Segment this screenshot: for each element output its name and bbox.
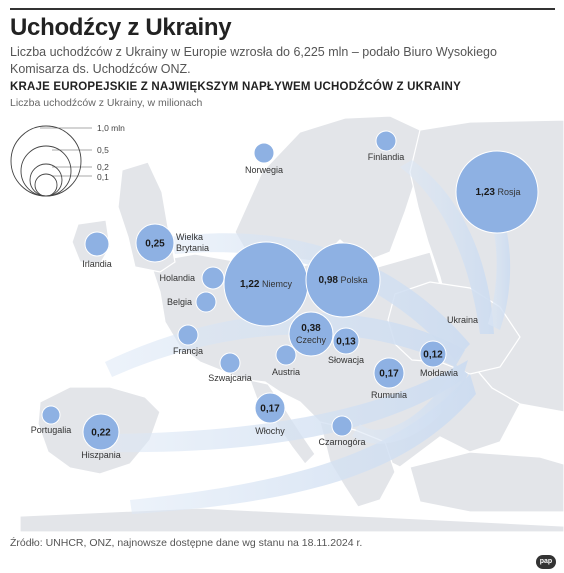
- legend-circle-0-5: [20, 145, 72, 197]
- name-holandia: Holandia: [159, 273, 195, 283]
- country-bubbles: 1,23 Rosja 1,22 Niemcy 0,98 Polska 0,38Czec…: [31, 130, 539, 460]
- value-polska: 0,98: [319, 275, 339, 286]
- name-polska: Polska: [338, 275, 368, 285]
- bubble-slowacja: [332, 327, 360, 355]
- value-niemcy: 1,22: [240, 279, 260, 290]
- value-hiszpania: 0,22: [91, 428, 111, 439]
- value-wlochy: 0,17: [260, 404, 280, 415]
- value-rosja: 1,23: [476, 187, 496, 198]
- name-francja: Francja: [173, 346, 203, 356]
- lead-text: Liczba uchodźców z Ukrainy w Europie wzr…: [10, 45, 497, 76]
- chart-subtitle: KRAJE EUROPEJSKIE Z NAJWIĘKSZYM NAPŁYWEM…: [10, 81, 461, 93]
- name-portugalia: Portugalia: [31, 425, 72, 435]
- unit-note: Liczba uchodźców z Ukrainy, w milionach: [10, 97, 203, 109]
- name-norwegia: Norwegia: [245, 165, 283, 175]
- name-moldawia: Mołdawia: [420, 368, 458, 378]
- bubble-norwegia: [253, 142, 275, 164]
- bubble-francja: [177, 324, 199, 346]
- name-wlochy: Włochy: [255, 426, 285, 436]
- name-rumunia: Rumunia: [371, 390, 407, 400]
- bubble-wielka-brytania: [135, 223, 175, 263]
- legend-label-0-2: 0,2: [97, 162, 109, 172]
- bubble-hiszpania: [82, 413, 120, 451]
- bubble-polska: [305, 242, 381, 318]
- bubble-moldawia: [419, 340, 447, 368]
- name-wielka-brytania-1: Wielka: [176, 232, 203, 242]
- bubble-wlochy: [254, 392, 286, 424]
- bubble-holandia: [201, 266, 225, 290]
- bubble-rumunia: [373, 357, 405, 389]
- label-niemcy: 1,22 Niemcy: [240, 279, 292, 290]
- legend-label-0-1: 0,1: [97, 172, 109, 182]
- bubble-finlandia: [375, 130, 397, 152]
- legend-circle-0-2: [29, 163, 63, 197]
- value-slowacja: 0,13: [336, 337, 356, 348]
- name-finlandia: Finlandia: [368, 152, 405, 162]
- source-note: Źródło: UNHCR, ONZ, najnowsze dostępne d…: [10, 537, 363, 549]
- name-irlandia: Irlandia: [82, 259, 112, 269]
- legend-label-0-5: 0,5: [97, 145, 109, 155]
- legend-circle-0-1: [34, 173, 58, 197]
- bubble-szwajcaria: [219, 352, 241, 374]
- name-hiszpania: Hiszpania: [81, 450, 121, 460]
- page-title: Uchodźcy z Ukrainy: [10, 14, 232, 41]
- bubble-irlandia: [84, 231, 110, 257]
- bubble-portugalia: [41, 405, 61, 425]
- name-austria: Austria: [272, 367, 300, 377]
- top-rule: [10, 8, 555, 10]
- label-polska: 0,98 Polska: [319, 275, 368, 286]
- name-belgia: Belgia: [167, 297, 192, 307]
- name-wielka-brytania-2: Brytania: [176, 243, 209, 253]
- legend-label-1-0: 1,0 mln: [97, 123, 125, 133]
- bubble-rosja: [455, 150, 539, 234]
- bubble-belgia: [195, 291, 217, 313]
- pap-logo: pap: [536, 555, 556, 569]
- name-czarnogora: Czarnogóra: [318, 437, 365, 447]
- origin-label: Ukraina: [447, 315, 478, 325]
- label-rosja: 1,23 Rosja: [476, 187, 521, 198]
- name-czechy: Czechy: [296, 335, 327, 345]
- legend-circle-1-0: [10, 125, 82, 197]
- bubble-czechy: [288, 311, 334, 357]
- value-wielka-brytania: 0,25: [145, 239, 165, 250]
- refugee-map: 1,0 mln 0,5 0,2 0,1 Ukraina 1,23 Rosja1,…: [10, 115, 564, 532]
- name-szwajcaria: Szwajcaria: [208, 373, 252, 383]
- name-niemcy: Niemcy: [259, 279, 292, 289]
- name-rosja: Rosja: [495, 187, 521, 197]
- bubble-austria: [275, 344, 297, 366]
- size-legend: 1,0 mln 0,5 0,2 0,1: [10, 123, 125, 197]
- bubble-czarnogora: [331, 415, 353, 437]
- name-slowacja: Słowacja: [328, 355, 364, 365]
- value-rumunia: 0,17: [379, 369, 399, 380]
- value-czechy: 0,38: [301, 323, 321, 334]
- value-moldawia: 0,12: [423, 350, 443, 361]
